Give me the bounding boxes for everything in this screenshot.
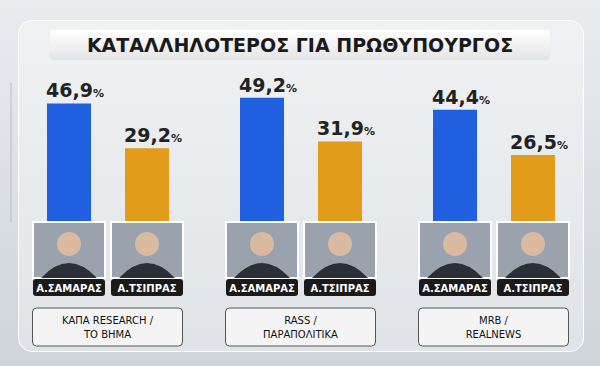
svg-text:Α.ΤΣΙΠΡΑΣ: Α.ΤΣΙΠΡΑΣ [310,283,369,294]
svg-text:31,9%: 31,9% [317,117,375,139]
svg-text:Α.ΤΣΙΠΡΑΣ: Α.ΤΣΙΠΡΑΣ [117,283,176,294]
svg-text:Α.ΣΑΜΑΡΑΣ: Α.ΣΑΜΑΡΑΣ [229,283,295,294]
svg-text:49,2%: 49,2% [239,74,297,96]
html-text:ΚΑΤΑΛΛΗΛΟΤΕΡΟΣ ΓΙΑ ΠΡΩΘΥΠΟΥΡΓΟ: ΚΑΤΑΛΛΗΛΟΤΕΡΟΣ ΓΙΑ ΠΡΩΘΥΠΟΥΡΓΟΣ [86,34,514,56]
svg-text:26,5%: 26,5% [510,131,568,153]
svg-text:REALNEWS: REALNEWS [466,329,522,340]
svg-text:Α.ΣΑΜΑΡΑΣ: Α.ΣΑΜΑΡΑΣ [36,283,102,294]
svg-text:29,2%: 29,2% [124,124,182,146]
svg-text:RASS /: RASS / [284,315,317,326]
svg-text:ΠΑΡΑΠΟΛΙΤΙΚΑ: ΠΑΡΑΠΟΛΙΤΙΚΑ [263,329,338,340]
svg-text:ΤΟ ΒΗΜΑ: ΤΟ ΒΗΜΑ [83,329,131,340]
svg-text:44,4%: 44,4% [432,86,490,108]
svg-text:Α.ΤΣΙΠΡΑΣ: Α.ΤΣΙΠΡΑΣ [503,283,562,294]
svg-text:ΚΑΠΑ RESEARCH /: ΚΑΠΑ RESEARCH / [62,315,154,326]
svg-text:Α.ΣΑΜΑΡΑΣ: Α.ΣΑΜΑΡΑΣ [422,283,488,294]
svg-text:MRB /: MRB / [479,315,509,326]
svg-text:46,9%: 46,9% [46,79,104,101]
